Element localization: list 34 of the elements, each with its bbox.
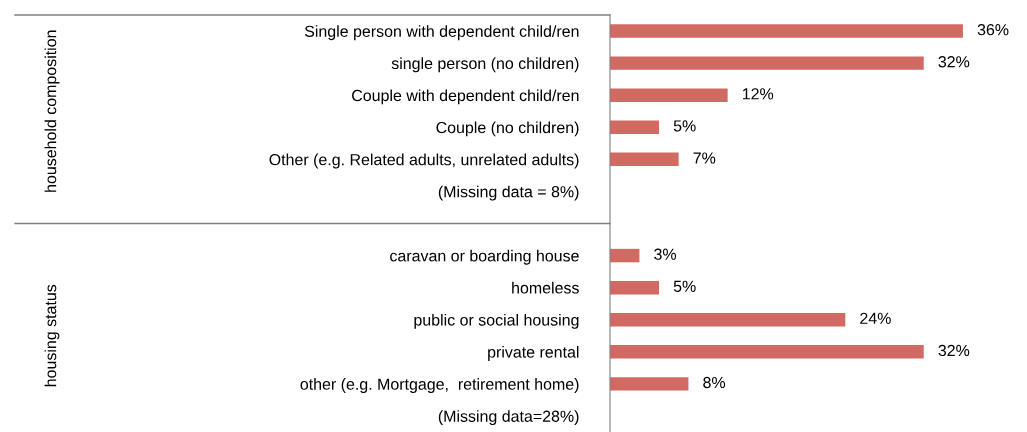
y-tick-label: caravan or boarding house (390, 249, 579, 265)
data-label: 12% (742, 88, 774, 100)
bar (610, 56, 924, 70)
bar (610, 280, 660, 295)
y-tick-label: (Missing data = 8%) (438, 185, 579, 201)
y-tick-label: private rental (488, 346, 579, 361)
bar (610, 377, 689, 391)
data-label: 32% (938, 344, 970, 357)
data-label: 24% (860, 312, 891, 324)
bar (610, 120, 660, 135)
data-label: 3% (654, 248, 677, 260)
y-tick-label: Other (e.g. Related adults, unrelated adults) (269, 153, 579, 169)
bar (610, 24, 963, 38)
y-tick-label: Couple with dependent child/ren (352, 89, 579, 105)
bar (610, 152, 679, 167)
y-tick-label: homeless (512, 281, 579, 294)
y-tick-label: public or social housing (414, 313, 579, 329)
bar (610, 248, 640, 263)
data-label: 5% (673, 280, 696, 292)
y-tick-label: (Missing data=28%) (438, 410, 579, 426)
data-label: 7% (693, 152, 716, 164)
data-label: 8% (703, 376, 726, 389)
text: housing status (44, 284, 60, 387)
text: household composition (44, 30, 60, 192)
bar (610, 88, 728, 102)
bar (610, 345, 924, 359)
y-tick-label: Single person with dependent child/ren (304, 25, 579, 41)
data-label: 32% (938, 56, 970, 68)
data-label: 5% (673, 120, 696, 132)
data-label: 36% (977, 24, 1009, 36)
y-tick-label: other (e.g. Mortgage, retirement home) (300, 378, 579, 393)
bar (610, 312, 846, 327)
y-tick-label: Couple (no children) (436, 121, 579, 137)
y-tick-label: single person (no children) (391, 57, 579, 73)
